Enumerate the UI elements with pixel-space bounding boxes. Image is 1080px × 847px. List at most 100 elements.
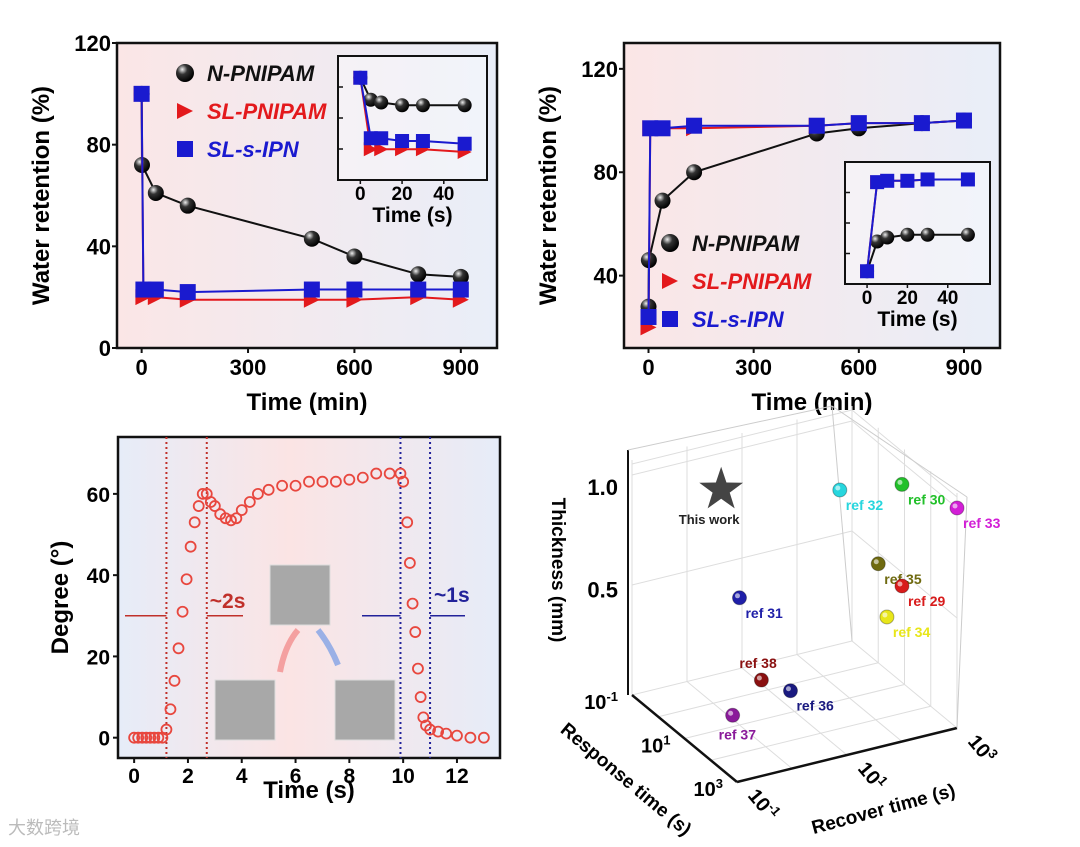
y-axis-label: Water retention (%) [535,86,562,305]
data-point-SL-s-IPN [415,134,430,148]
data-point-N-PNIPAM [452,268,469,285]
data-point [168,674,181,687]
y-tick-label: 80 [594,160,618,185]
x-tick-label: 600 [840,355,877,380]
z-tick-label: 0.5 [587,578,618,603]
data-point-SL-s-IPN [860,264,875,279]
y-tick-label: 60 [87,484,110,507]
y-tick-label: 40 [87,234,111,259]
recover-tick-label: 10-1 [743,783,784,825]
x-tick-label: 12 [445,765,468,788]
data-point [144,731,157,744]
y-tick-label: 120 [74,31,111,56]
legend-marker [177,103,193,119]
data-point [235,504,248,517]
sphere-marker [949,500,965,516]
data-point [414,691,427,703]
y-tick-label: 40 [87,565,110,588]
inset-x-tick-label: 40 [937,288,958,309]
data-point [152,731,165,744]
photo-inset [334,679,396,741]
data-point-N-PNIPAM [415,98,430,113]
data-point-SL-PNIPAM [363,142,378,157]
data-point [128,731,141,744]
inset-x-tick-label: 40 [433,184,454,205]
data-point-N-PNIPAM [179,197,196,214]
legend-marker [177,141,193,157]
recover-tick-label: 101 [853,756,891,795]
point-label: ref 31 [745,605,783,621]
sphere-highlight [952,503,958,509]
data-point [477,731,490,744]
data-point-N-PNIPAM [346,248,363,265]
data-point-N-PNIPAM [374,95,389,110]
sphere-highlight [756,675,762,681]
grid-line [851,420,958,509]
tick-exponent: 1 [875,773,891,788]
legend-label: N-PNIPAM [692,231,800,256]
data-point [397,475,410,488]
y-tick-label: 40 [594,264,618,289]
sphere-highlight [835,485,841,491]
data-point-SL-s-IPN [686,117,703,134]
x-tick-label: 0 [136,355,148,380]
x-tick-label: 2 [182,765,194,788]
grid-line [851,530,958,619]
sphere-highlight [734,593,740,599]
data-point [440,727,453,740]
data-point [140,731,153,744]
data-point-N-PNIPAM [303,230,320,247]
y-tick-label: 120 [581,57,618,82]
data-point [289,479,302,492]
data-point [394,467,407,480]
data-point [164,703,177,716]
x-tick-label: 900 [946,355,983,380]
data-point-SL-s-IPN [642,120,659,137]
point-label: ref 29 [908,593,946,609]
data-point [196,487,209,500]
data-point [451,729,463,742]
data-point-N-PNIPAM [880,230,895,245]
legend-label: SL-PNIPAM [207,99,327,124]
data-point [188,516,201,529]
x-tick-label: 300 [230,355,267,380]
data-point [409,626,422,638]
legend-marker [176,64,194,82]
response-tick-label: 103 [694,776,723,801]
data-point [432,725,445,738]
photo-inset [214,679,276,741]
data-point [406,597,419,610]
data-point-N-PNIPAM [900,227,915,242]
data-point [343,473,356,486]
data-point-SL-s-IPN [920,172,935,187]
data-point-SL-s-IPN [179,284,196,301]
point-label: ref 30 [908,491,946,507]
blue-interval-label: ~1s [434,584,470,607]
point-label: This work [679,512,740,527]
star-marker [699,466,744,509]
tick-exponent: -1 [765,800,784,818]
x-tick-label: 0 [642,355,654,380]
sphere-highlight [897,479,903,485]
sphere-marker [870,556,886,572]
tick-exponent: 3 [985,746,1001,761]
curved-arrow-up [277,628,301,673]
sphere-marker [725,707,741,723]
tick-exponent: 1 [663,733,670,748]
data-point-SL-s-IPN [410,281,427,298]
legend-marker [662,273,678,289]
data-point-SL-s-IPN [353,70,368,85]
red-interval-label: ~2s [210,590,246,613]
data-point-SL-s-IPN [900,173,915,188]
panel-p4: 1.0 0.5 Thickness (mm) 10-1 101 103 10-1 101 103… [547,405,1001,840]
point-label: ref 32 [846,497,884,513]
point-label: ref 37 [719,726,757,742]
data-point-SL-s-IPN [850,115,867,132]
data-point-SL-s-IPN [135,281,152,298]
legend-label: N-PNIPAM [207,61,315,86]
x-tick-label: 600 [336,355,373,380]
sphere-marker [782,683,798,699]
grid-line [851,409,958,498]
data-point [276,479,288,492]
inset-x-axis-label: Time (s) [877,308,957,331]
